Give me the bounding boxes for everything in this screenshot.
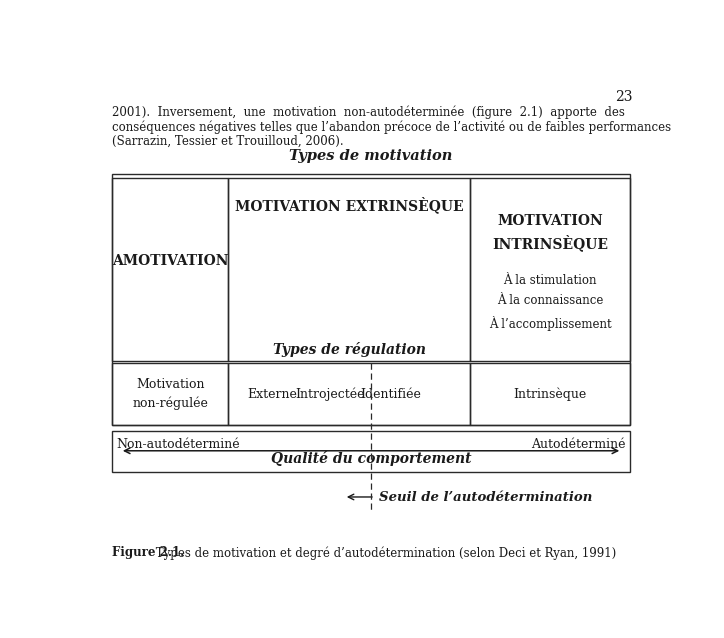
Text: AMOTIVATION: AMOTIVATION [112,254,229,268]
Text: Types de motivation et degré d’autodétermination (selon Deci et Ryan, 1991): Types de motivation et degré d’autodéter… [153,546,617,560]
Text: MOTIVATION
INTRINSÈQUE: MOTIVATION INTRINSÈQUE [492,214,608,251]
Text: conséquences négatives telles que l’abandon précoce de l’activité ou de faibles : conséquences négatives telles que l’aban… [112,121,671,134]
Text: Externe: Externe [247,388,297,401]
Text: À la stimulation
À la connaissance
À l’accomplissement: À la stimulation À la connaissance À l’a… [489,274,611,331]
Bar [471,363,630,426]
Bar [229,363,471,426]
Bar [112,363,229,426]
Bar [112,178,229,362]
Bar [471,178,630,362]
Bar [112,431,630,472]
Text: Introjectée: Introjectée [295,387,365,401]
Text: Seuil de l’autodétermination: Seuil de l’autodétermination [379,491,592,504]
Text: Intrinsèque: Intrinsèque [513,387,586,401]
Text: (Sarrazin, Tessier et Trouilloud, 2006).: (Sarrazin, Tessier et Trouilloud, 2006). [112,135,344,148]
Text: Figure 2.1.: Figure 2.1. [112,546,185,560]
Bar [229,178,471,362]
Text: MOTIVATION EXTRINSÈQUE: MOTIVATION EXTRINSÈQUE [235,197,463,214]
Bar [112,174,630,426]
Text: 2001).  Inversement,  une  motivation  non-autodéterminée  (figure  2.1)  apport: 2001). Inversement, une motivation non-a… [112,106,625,119]
Text: 23: 23 [615,91,633,105]
Text: Non-autodéterminé: Non-autodéterminé [116,438,240,452]
Text: Qualité du comportement: Qualité du comportement [271,451,471,466]
Text: Autodéterminé: Autodéterminé [531,438,626,452]
Text: Types de motivation: Types de motivation [290,149,452,163]
Text: Identifiée: Identifiée [360,388,421,401]
Text: Motivation
non-régulée: Motivation non-régulée [132,378,209,410]
Text: Types de régulation: Types de régulation [273,343,426,357]
